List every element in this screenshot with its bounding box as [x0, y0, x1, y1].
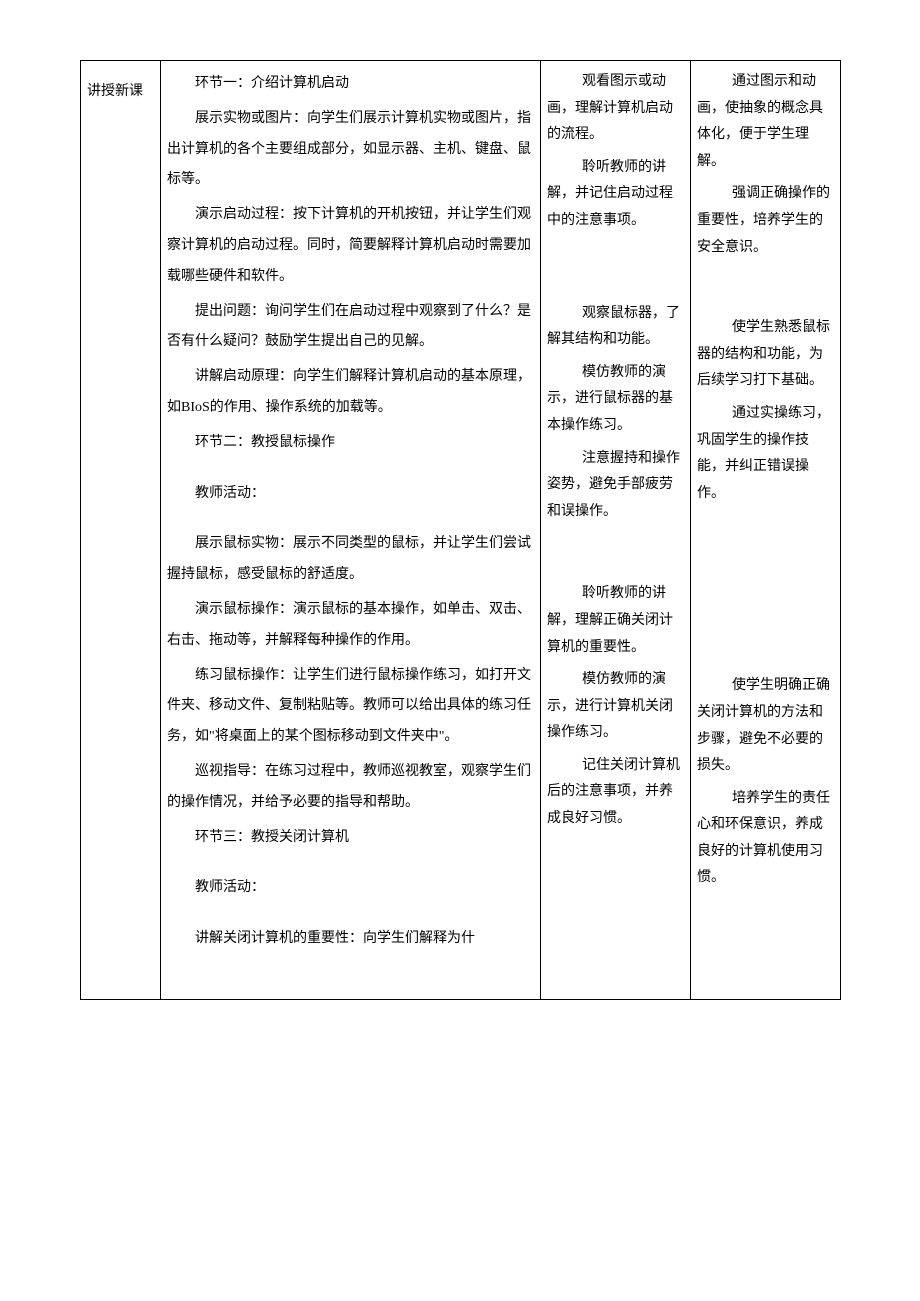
section1-title: 环节一：介绍计算机启动 [167, 69, 534, 100]
spacer [167, 908, 534, 924]
student-activity-cell: 观看图示或动画，理解计算机启动的流程。 聆听教师的讲解，并记住启动过程中的注意事… [541, 61, 691, 1000]
para-ask-question: 提出问题：询问学生们在启动过程中观察到了什么？是否有什么疑问？鼓励学生提出自己的… [167, 297, 534, 359]
para-patrol: 巡视指导：在练习过程中，教师巡视教室，观察学生们的操作情况，并给予必要的指导和帮… [167, 757, 534, 819]
para-explain-boot: 讲解启动原理：向学生们解释计算机启动的基本原理，如BIoS的作用、操作系统的加载… [167, 362, 534, 424]
section3-activity-label: 教师活动： [167, 873, 534, 904]
intent-mouse-structure: 使学生熟悉鼠标器的结构和功能，为后续学习打下基础。 [697, 315, 834, 395]
student-listen-shutdown: 聆听教师的讲解，理解正确关闭计算机的重要性。 [547, 581, 684, 661]
spacer [167, 463, 534, 479]
intent-visual: 通过图示和动画，使抽象的概念具体化，便于学生理解。 [697, 69, 834, 175]
intent-responsibility: 培养学生的责任心和环保意识，养成良好的计算机使用习惯。 [697, 786, 834, 892]
student-observe-mouse: 观察鼠标器，了解其结构和功能。 [547, 301, 684, 354]
para-practice-mouse: 练习鼠标操作：让学生们进行鼠标操作练习，如打开文件夹、移动文件、复制粘贴等。教师… [167, 661, 534, 753]
spacer [167, 975, 534, 991]
spacer [547, 241, 684, 301]
spacer [547, 531, 684, 581]
student-remember: 记住关闭计算机后的注意事项，并养成良好习惯。 [547, 753, 684, 833]
student-imitate-mouse: 模仿教师的演示，进行鼠标器的基本操作练习。 [547, 360, 684, 440]
intent-practice: 通过实操练习，巩固学生的操作技能，并纠正错误操作。 [697, 401, 834, 507]
spacer [167, 857, 534, 873]
intent-shutdown-method: 使学生明确正确关闭计算机的方法和步骤，避免不必要的损失。 [697, 673, 834, 779]
lesson-plan-table: 讲授新课 环节一：介绍计算机启动 展示实物或图片：向学生们展示计算机实物或图片，… [80, 60, 841, 1000]
stage-cell: 讲授新课 [81, 61, 161, 1000]
design-intent-cell: 通过图示和动画，使抽象的概念具体化，便于学生理解。 强调正确操作的重要性，培养学… [691, 61, 841, 1000]
para-explain-shutdown: 讲解关闭计算机的重要性：向学生们解释为什 [167, 924, 534, 955]
spacer [697, 513, 834, 673]
teacher-activity-cell: 环节一：介绍计算机启动 展示实物或图片：向学生们展示计算机实物或图片，指出计算机… [161, 61, 541, 1000]
table-row: 讲授新课 环节一：介绍计算机启动 展示实物或图片：向学生们展示计算机实物或图片，… [81, 61, 841, 1000]
student-listen-boot: 聆听教师的讲解，并记住启动过程中的注意事项。 [547, 155, 684, 235]
section2-title: 环节二：教授鼠标操作 [167, 428, 534, 459]
para-show-hardware: 展示实物或图片：向学生们展示计算机实物或图片，指出计算机的各个主要组成部分，如显… [167, 104, 534, 196]
intent-safety: 强调正确操作的重要性，培养学生的安全意识。 [697, 181, 834, 261]
student-imitate-shutdown: 模仿教师的演示，进行计算机关闭操作练习。 [547, 667, 684, 747]
para-show-mouse: 展示鼠标实物：展示不同类型的鼠标，并让学生们尝试握持鼠标，感受鼠标的舒适度。 [167, 529, 534, 591]
spacer [167, 959, 534, 975]
stage-label: 讲授新课 [87, 79, 154, 104]
para-demo-mouse: 演示鼠标操作：演示鼠标的基本操作，如单击、双击、右击、拖动等，并解释每种操作的作… [167, 595, 534, 657]
section2-activity-label: 教师活动： [167, 479, 534, 510]
spacer [697, 267, 834, 315]
section3-title: 环节三：教授关闭计算机 [167, 823, 534, 854]
student-watch: 观看图示或动画，理解计算机启动的流程。 [547, 69, 684, 149]
para-demo-boot: 演示启动过程：按下计算机的开机按钮，并让学生们观察计算机的启动过程。同时，简要解… [167, 200, 534, 292]
student-posture: 注意握持和操作姿势，避免手部疲劳和误操作。 [547, 446, 684, 526]
spacer [167, 513, 534, 529]
